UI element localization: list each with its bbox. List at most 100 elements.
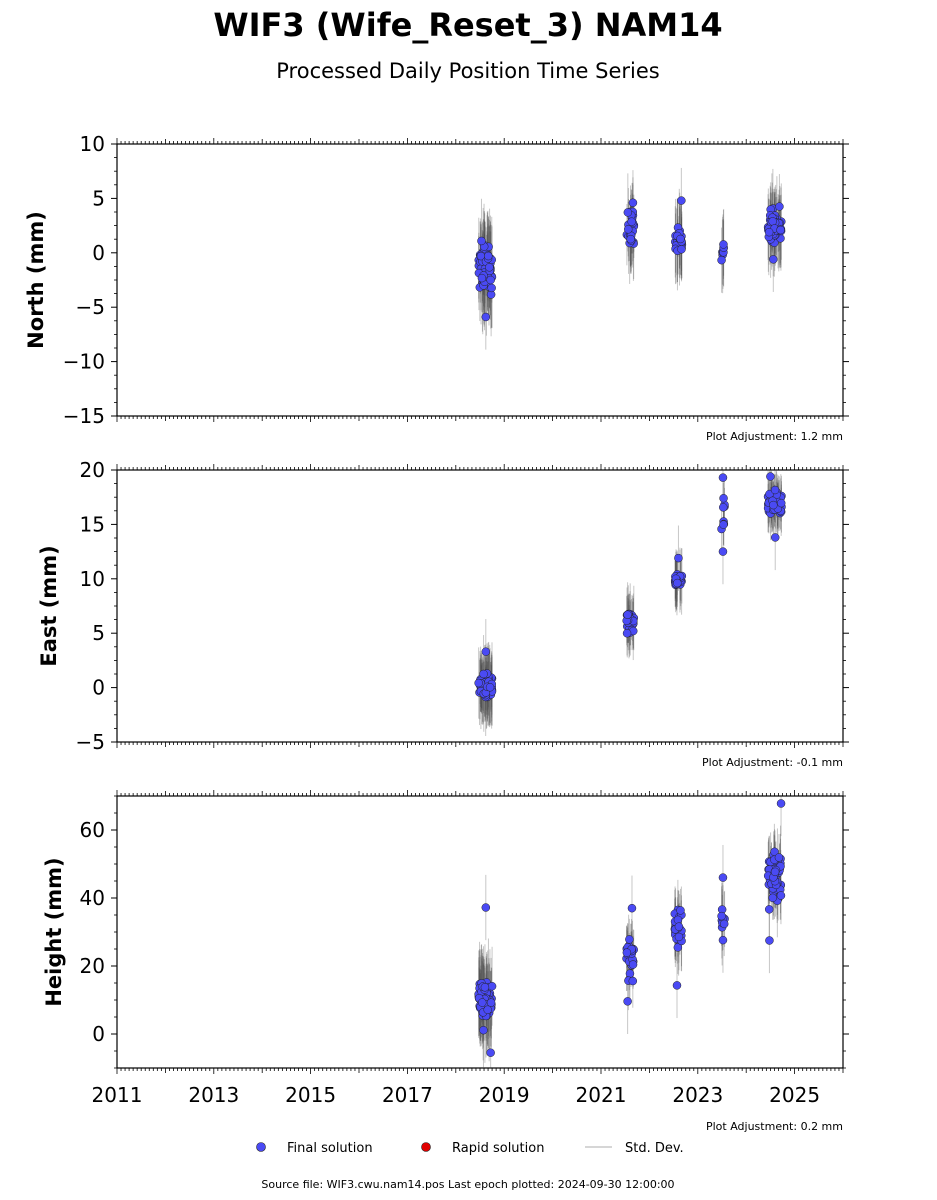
- north-final-point: [627, 217, 636, 226]
- north-final-point: [623, 208, 633, 217]
- height-y-tick-label: 0: [92, 1022, 105, 1046]
- chart-panels: −15 −10 −5 0 5 10 North (mm) Plot Adjustment: 1…: [24, 132, 849, 1133]
- height-final-point: [623, 997, 632, 1006]
- chart-title: WIF3 (Wife_Reset_3) NAM14: [213, 6, 722, 44]
- height-final-point: [628, 960, 638, 969]
- east-final-point: [770, 485, 780, 495]
- east-final-point: [776, 498, 786, 508]
- east-std-dev-bars: [478, 470, 782, 736]
- east-final-point: [474, 678, 483, 688]
- height-y-axis-label: Height (mm): [42, 857, 66, 1006]
- east-final-point: [623, 610, 632, 619]
- north-y-tick-label: 5: [92, 186, 105, 210]
- north-final-point: [764, 227, 774, 237]
- east-plot-adjustment: Plot Adjustment: -0.1 mm: [702, 756, 843, 769]
- north-y-tick-label: −10: [63, 350, 105, 374]
- east-y-axis-label: East (mm): [37, 545, 61, 666]
- height-final-point: [765, 936, 774, 945]
- height-final-point: [674, 922, 684, 931]
- north-final-point: [477, 236, 486, 246]
- east-final-point: [718, 547, 728, 556]
- height-std-dev-bars: [478, 796, 782, 1068]
- east-y-tick-label: 10: [80, 567, 105, 591]
- north-y-tick-label: −15: [63, 404, 105, 428]
- height-final-point: [486, 1048, 495, 1057]
- east-final-point: [622, 629, 632, 638]
- north-final-point: [775, 202, 784, 211]
- north-y-tick-label: −5: [76, 295, 105, 319]
- east-y-tick-label: 5: [92, 621, 105, 645]
- height-x-tick-label: 2025: [769, 1083, 820, 1107]
- height-final-point: [718, 935, 728, 945]
- legend-rapid-marker: [421, 1142, 431, 1152]
- height-final-point: [718, 873, 728, 882]
- north-final-point: [626, 234, 635, 244]
- north-y-tick-label: 0: [92, 241, 105, 265]
- east-y-tick-label: 20: [80, 458, 105, 482]
- north-final-point: [628, 198, 638, 208]
- north-final-point: [776, 225, 785, 235]
- height-final-point: [776, 799, 786, 808]
- east-final-point: [673, 578, 682, 588]
- chart-subtitle: Processed Daily Position Time Series: [276, 59, 660, 83]
- height-final-point: [486, 998, 496, 1007]
- height-final-point: [483, 1005, 492, 1015]
- east-final-point: [479, 669, 488, 679]
- north-final-solution-points: [474, 196, 786, 322]
- east-y-tick-label: −5: [76, 730, 105, 754]
- height-x-tick-label: 2019: [479, 1083, 530, 1107]
- north-final-point: [717, 255, 726, 265]
- height-final-point: [776, 891, 786, 900]
- height-x-tick-label: 2015: [285, 1083, 336, 1107]
- north-final-point: [484, 251, 493, 261]
- height-final-point: [627, 903, 637, 913]
- east-final-point: [719, 520, 728, 529]
- north-final-point: [623, 225, 633, 234]
- north-final-point: [769, 255, 778, 264]
- legend-final-marker: [256, 1142, 266, 1152]
- east-final-point: [674, 553, 683, 563]
- north-final-point: [677, 196, 686, 205]
- height-y-tick-label: 40: [80, 886, 105, 910]
- north-final-point: [487, 283, 496, 293]
- height-final-point: [719, 919, 729, 929]
- north-final-point: [481, 312, 491, 322]
- north-plot-adjustment: Plot Adjustment: 1.2 mm: [706, 430, 843, 443]
- east-final-solution-points: [474, 472, 786, 702]
- height-x-tick-label: 2011: [92, 1083, 143, 1107]
- height-x-tick-label: 2017: [382, 1083, 433, 1107]
- north-y-tick-label: 10: [80, 132, 105, 156]
- east-final-point: [481, 647, 491, 656]
- height-y-tick-label: 60: [80, 818, 105, 842]
- east-final-point: [719, 503, 728, 512]
- height-x-tick-label: 2021: [576, 1083, 627, 1107]
- north-final-point: [768, 217, 777, 226]
- height-final-point: [477, 998, 487, 1007]
- north-final-point: [677, 245, 686, 254]
- height-final-point: [480, 983, 490, 992]
- height-final-point: [717, 911, 726, 921]
- height-final-point: [672, 981, 682, 990]
- east-final-point: [766, 472, 775, 481]
- height-final-point: [479, 1025, 488, 1035]
- north-final-point: [676, 234, 685, 244]
- east-final-point: [769, 500, 778, 510]
- east-y-tick-label: 15: [80, 512, 105, 536]
- height-panel: 0 20 40 60 Height (mm) Plot Adjustment: 0.2 m…: [42, 790, 849, 1133]
- legend: Final solution Rapid solution Std. Dev.: [256, 1141, 684, 1156]
- height-final-point: [625, 969, 635, 978]
- height-final-point: [622, 948, 632, 957]
- height-final-point: [481, 903, 491, 912]
- north-final-point: [486, 275, 495, 285]
- height-final-point: [625, 935, 634, 944]
- east-final-point: [485, 683, 495, 692]
- height-final-point: [673, 943, 683, 952]
- east-final-point: [719, 493, 728, 503]
- height-final-solution-points: [474, 799, 786, 1057]
- source-footer: Source file: WIF3.cwu.nam14.pos Last epo…: [261, 1178, 674, 1191]
- north-final-point: [719, 240, 728, 249]
- north-final-point: [485, 263, 494, 272]
- height-final-point: [770, 847, 779, 857]
- height-final-point: [770, 867, 780, 877]
